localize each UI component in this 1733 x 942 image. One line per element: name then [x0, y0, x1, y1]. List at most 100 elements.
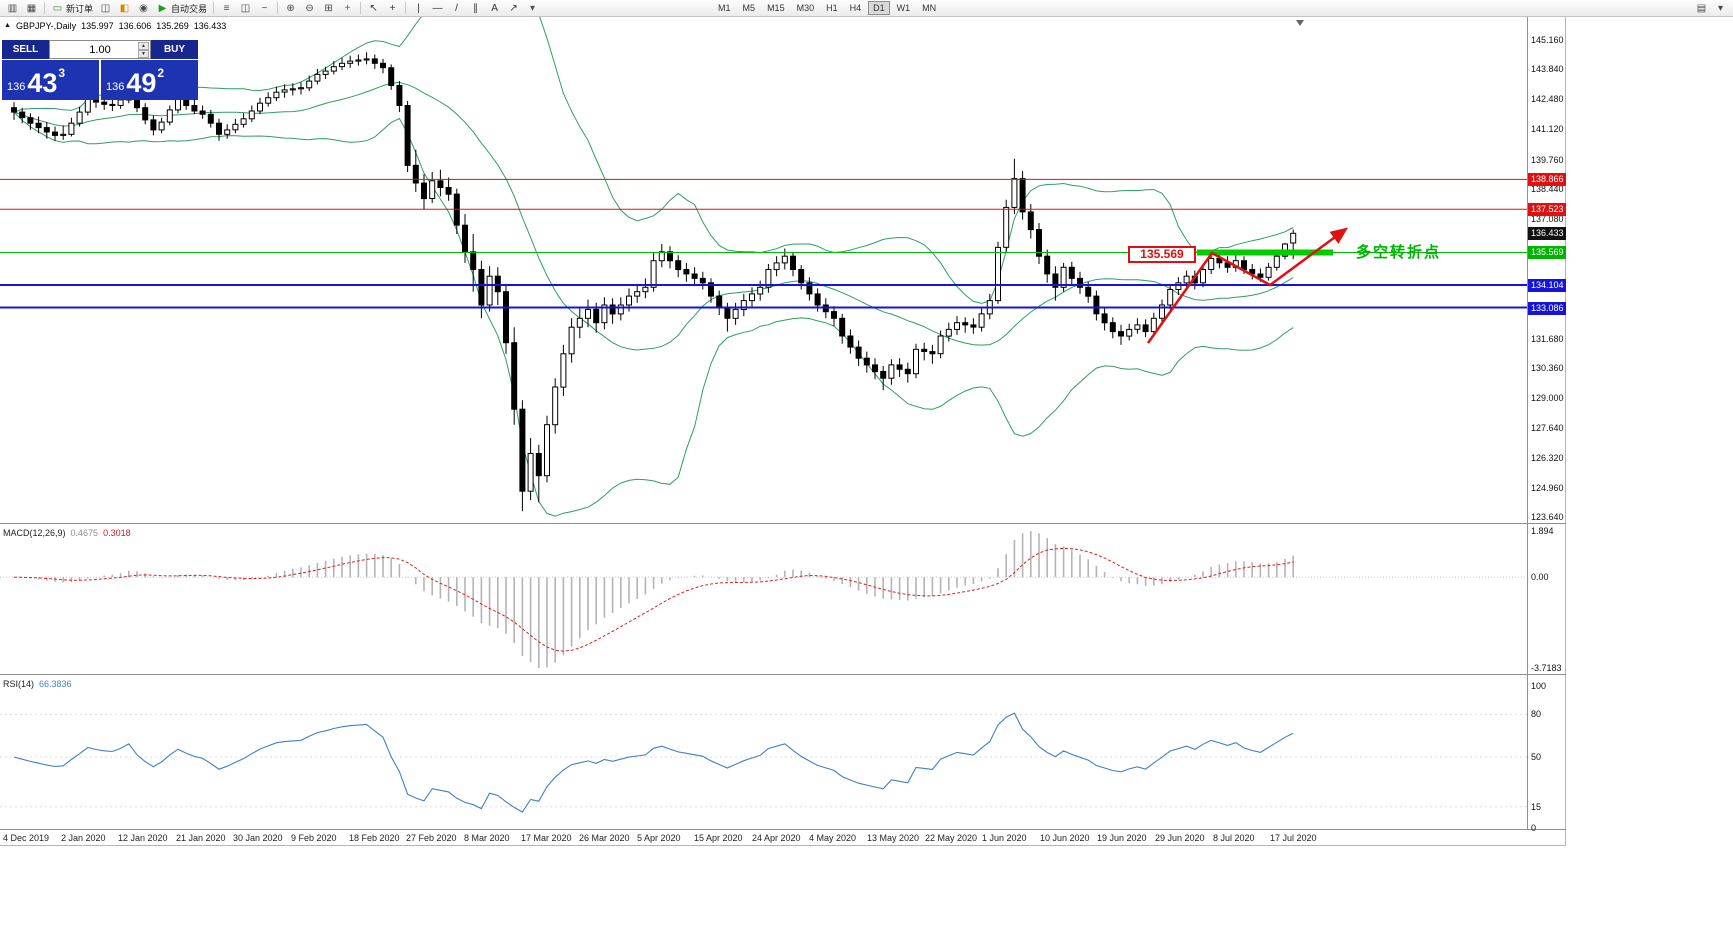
price-tick-124.960: 124.960	[1531, 483, 1564, 493]
toolbar-separator	[360, 2, 362, 14]
rsi-svg[interactable]	[0, 676, 1527, 829]
buy-price-pip: 2	[157, 66, 165, 80]
buy-price-main: 49	[126, 68, 157, 98]
macd-signal-line	[13, 547, 1294, 652]
date-label: 26 Mar 2020	[579, 833, 630, 843]
rsi-axis-80: 80	[1531, 709, 1542, 719]
navigator-icon[interactable]: ◉	[135, 1, 152, 16]
panel-separator-macd[interactable]	[0, 523, 1566, 524]
data-window-icon[interactable]: ◧	[116, 1, 133, 16]
price-tick-129.000: 129.000	[1531, 393, 1564, 403]
main-chart-svg[interactable]	[0, 17, 1527, 523]
candlestick-chart-icon[interactable]: ◫	[237, 1, 254, 16]
profiles-icon[interactable]: ▦	[23, 1, 40, 16]
toolbar-separator	[44, 2, 45, 14]
turning-point-bar[interactable]	[1197, 249, 1333, 256]
horizontal-line-icon[interactable]: —	[429, 1, 446, 16]
sell-button[interactable]: SELL	[2, 40, 49, 59]
zoom-in-icon[interactable]: ⊕	[282, 1, 299, 16]
tile-windows-icon-glyph: ⊞	[324, 2, 333, 14]
cursor-icon[interactable]: ↖	[365, 1, 382, 16]
price-box-136.433: 136.433	[1528, 227, 1566, 240]
price-tick-127.640: 127.640	[1531, 423, 1564, 433]
price-tick-141.120: 141.120	[1531, 124, 1564, 134]
volume-down-icon[interactable]: ▼	[138, 50, 149, 58]
price-box-138.866: 138.866	[1528, 173, 1566, 186]
trend-arrow[interactable]	[1146, 227, 1349, 344]
volume-input[interactable]: 1.00 ▲ ▼	[49, 40, 151, 59]
timeframe-w1[interactable]: W1	[896, 3, 911, 13]
price-axis-separator	[1527, 17, 1528, 829]
indicators-icon-glyph: +	[344, 2, 351, 14]
macd-svg[interactable]	[0, 525, 1527, 674]
toolbar: ▥ ▦ ▭ 新订单 ◫ ◧ ◉ ▶ 自动交易 ≡ ◫ ~ ⊕ ⊖ ⊞ + ↖ + | — / ∥ A ↗ ▾ M1 M5 M15 M3…	[0, 0, 1733, 17]
channel-icon[interactable]: ∥	[467, 1, 484, 16]
indicators-icon[interactable]: +	[339, 1, 356, 16]
zoom-out-icon[interactable]: ⊖	[301, 1, 318, 16]
date-axis-separator	[0, 829, 1566, 830]
date-label: 9 Feb 2020	[291, 833, 337, 843]
panel-separator-rsi[interactable]	[0, 674, 1566, 675]
macd-signal-value: 0.3018	[103, 528, 131, 538]
macd-histogram	[21, 531, 1294, 668]
macd-axis-max: 1.894	[1531, 526, 1554, 536]
macd-main-value: 0.4675	[70, 528, 99, 538]
date-label: 4 May 2020	[809, 833, 857, 843]
buy-button[interactable]: BUY	[151, 40, 198, 59]
new-order-icon-label: 新订单	[66, 3, 94, 14]
macd-label: MACD(12,26,9)	[3, 528, 66, 538]
price-tick-139.760: 139.760	[1531, 155, 1564, 165]
chart-shift-marker-icon[interactable]	[1296, 20, 1304, 26]
date-label: 24 Apr 2020	[752, 833, 801, 843]
timeframe-m30[interactable]: M30	[796, 3, 815, 13]
timeframe-h4[interactable]: H4	[849, 3, 862, 13]
tile-windows-icon[interactable]: ⊞	[320, 1, 337, 16]
zoom-out-icon-glyph: ⊖	[305, 2, 314, 14]
price-box-137.523: 137.523	[1528, 203, 1566, 216]
window-list-icon[interactable]: ▤	[1693, 1, 1710, 16]
arrow-objects-icon-glyph: ↗	[509, 2, 518, 14]
text-icon[interactable]: A	[486, 1, 503, 16]
timeframe-mn[interactable]: MN	[922, 3, 937, 13]
date-label: 22 May 2020	[925, 833, 978, 843]
line-chart-icon[interactable]: ~	[256, 1, 273, 16]
buy-price-tile[interactable]: 136 49 2	[101, 60, 198, 100]
bar-chart-icon-glyph: ≡	[223, 2, 230, 14]
more-tools-icon[interactable]: ▾	[1712, 1, 1729, 16]
price-tick-131.680: 131.680	[1531, 334, 1564, 344]
new-chart-icon[interactable]: ▥	[4, 1, 21, 16]
cursor-icon-glyph: ↖	[369, 2, 378, 14]
quote-open: 135.997	[81, 21, 114, 31]
sell-price-main: 43	[27, 68, 58, 98]
timeframe-h1[interactable]: H1	[826, 3, 838, 13]
price-box-134.104: 134.104	[1528, 279, 1566, 292]
timeframe-m15[interactable]: M15	[767, 3, 785, 13]
objects-dropdown-icon[interactable]: ▾	[524, 1, 541, 16]
timeframe-d1[interactable]: D1	[868, 1, 890, 15]
date-label: 8 Mar 2020	[464, 833, 510, 843]
price-tick-130.360: 130.360	[1531, 363, 1564, 373]
price-level-annotation[interactable]: 135.569	[1128, 246, 1196, 263]
market-watch-icon[interactable]: ◫	[97, 1, 114, 16]
timeframe-m5[interactable]: M5	[742, 3, 756, 13]
trendline-icon[interactable]: /	[448, 1, 465, 16]
toolbar-separator	[213, 2, 215, 14]
bar-chart-icon[interactable]: ≡	[218, 1, 235, 16]
autotrading-icon-glyph: ▶	[158, 2, 167, 14]
sell-price-tile[interactable]: 136 43 3	[2, 60, 99, 100]
new-order-icon[interactable]: ▭ 新订单	[49, 1, 95, 16]
autotrading-icon[interactable]: ▶ 自动交易	[154, 1, 209, 16]
zoom-in-icon-glyph: ⊕	[286, 2, 295, 14]
arrow-objects-icon[interactable]: ↗	[505, 1, 522, 16]
profiles-icon-glyph: ▦	[26, 2, 37, 14]
more-tools-icon-glyph: ▾	[1717, 2, 1724, 14]
autotrading-icon-label: 自动交易	[171, 3, 208, 14]
window-list-icon-glyph: ▤	[1696, 2, 1707, 14]
crosshair-icon[interactable]: +	[384, 1, 401, 16]
one-click-trading-panel: SELL 1.00 ▲ ▼ BUY 136 43 3 136 49 2	[2, 40, 198, 100]
vertical-line-icon[interactable]: |	[410, 1, 427, 16]
timeframe-m1[interactable]: M1	[718, 3, 731, 13]
volume-up-icon[interactable]: ▲	[138, 42, 149, 50]
toolbar-separator	[277, 2, 279, 14]
date-label: 8 Jul 2020	[1213, 833, 1255, 843]
